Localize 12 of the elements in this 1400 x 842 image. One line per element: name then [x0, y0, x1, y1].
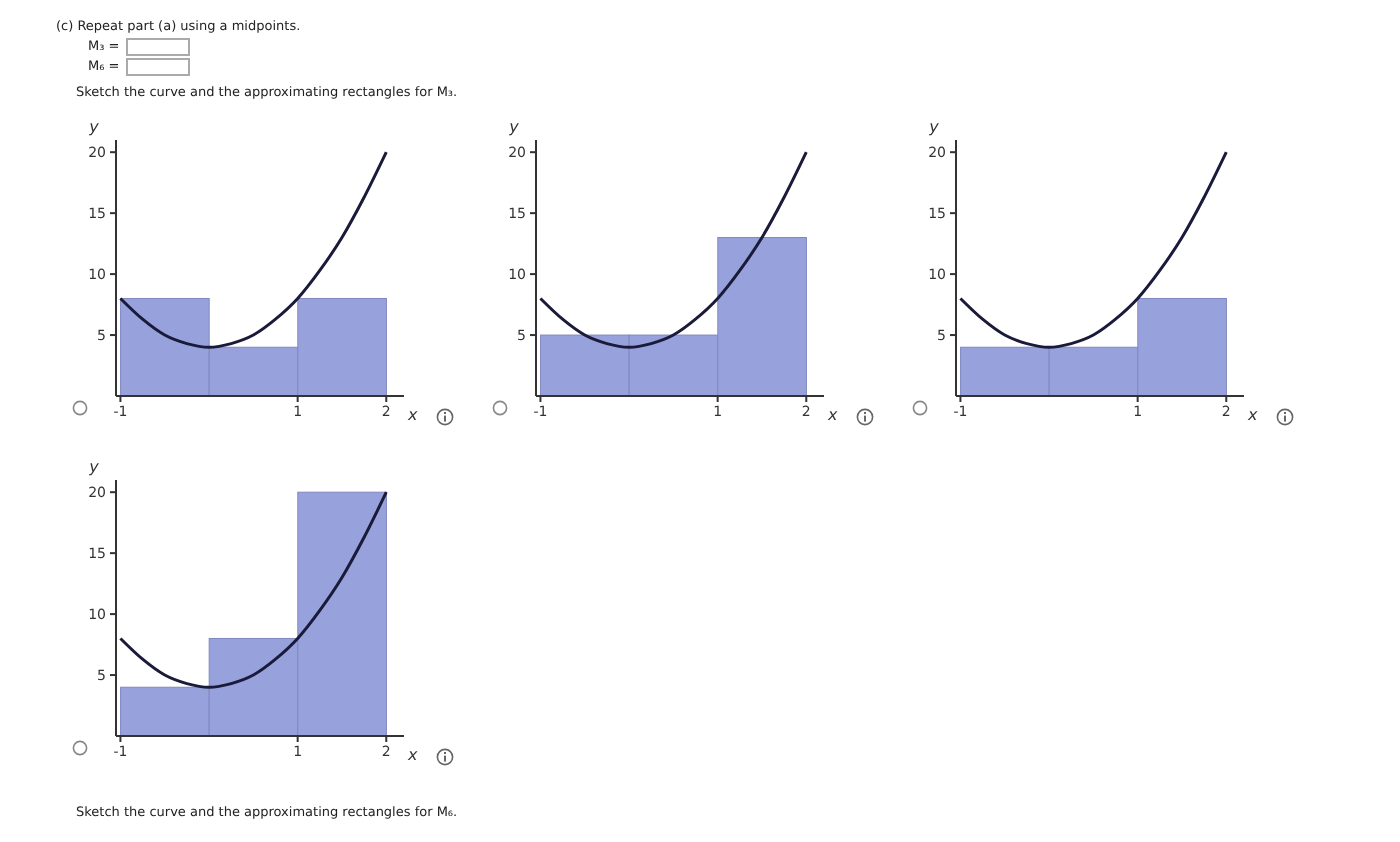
y-axis-title: y — [507, 118, 520, 136]
x-axis-title: x — [406, 745, 418, 764]
line-series — [958, 150, 1228, 349]
line-series — [118, 490, 388, 689]
x-axis-title: x — [406, 405, 418, 424]
x-axis-title: x — [826, 405, 838, 424]
y-axis-title: y — [87, 118, 100, 136]
y-axis-title: y — [927, 118, 940, 136]
line-series — [538, 150, 808, 349]
line-series — [118, 150, 388, 349]
x-axis-title: x — [1246, 405, 1258, 424]
y-axis-title: y — [87, 458, 100, 476]
